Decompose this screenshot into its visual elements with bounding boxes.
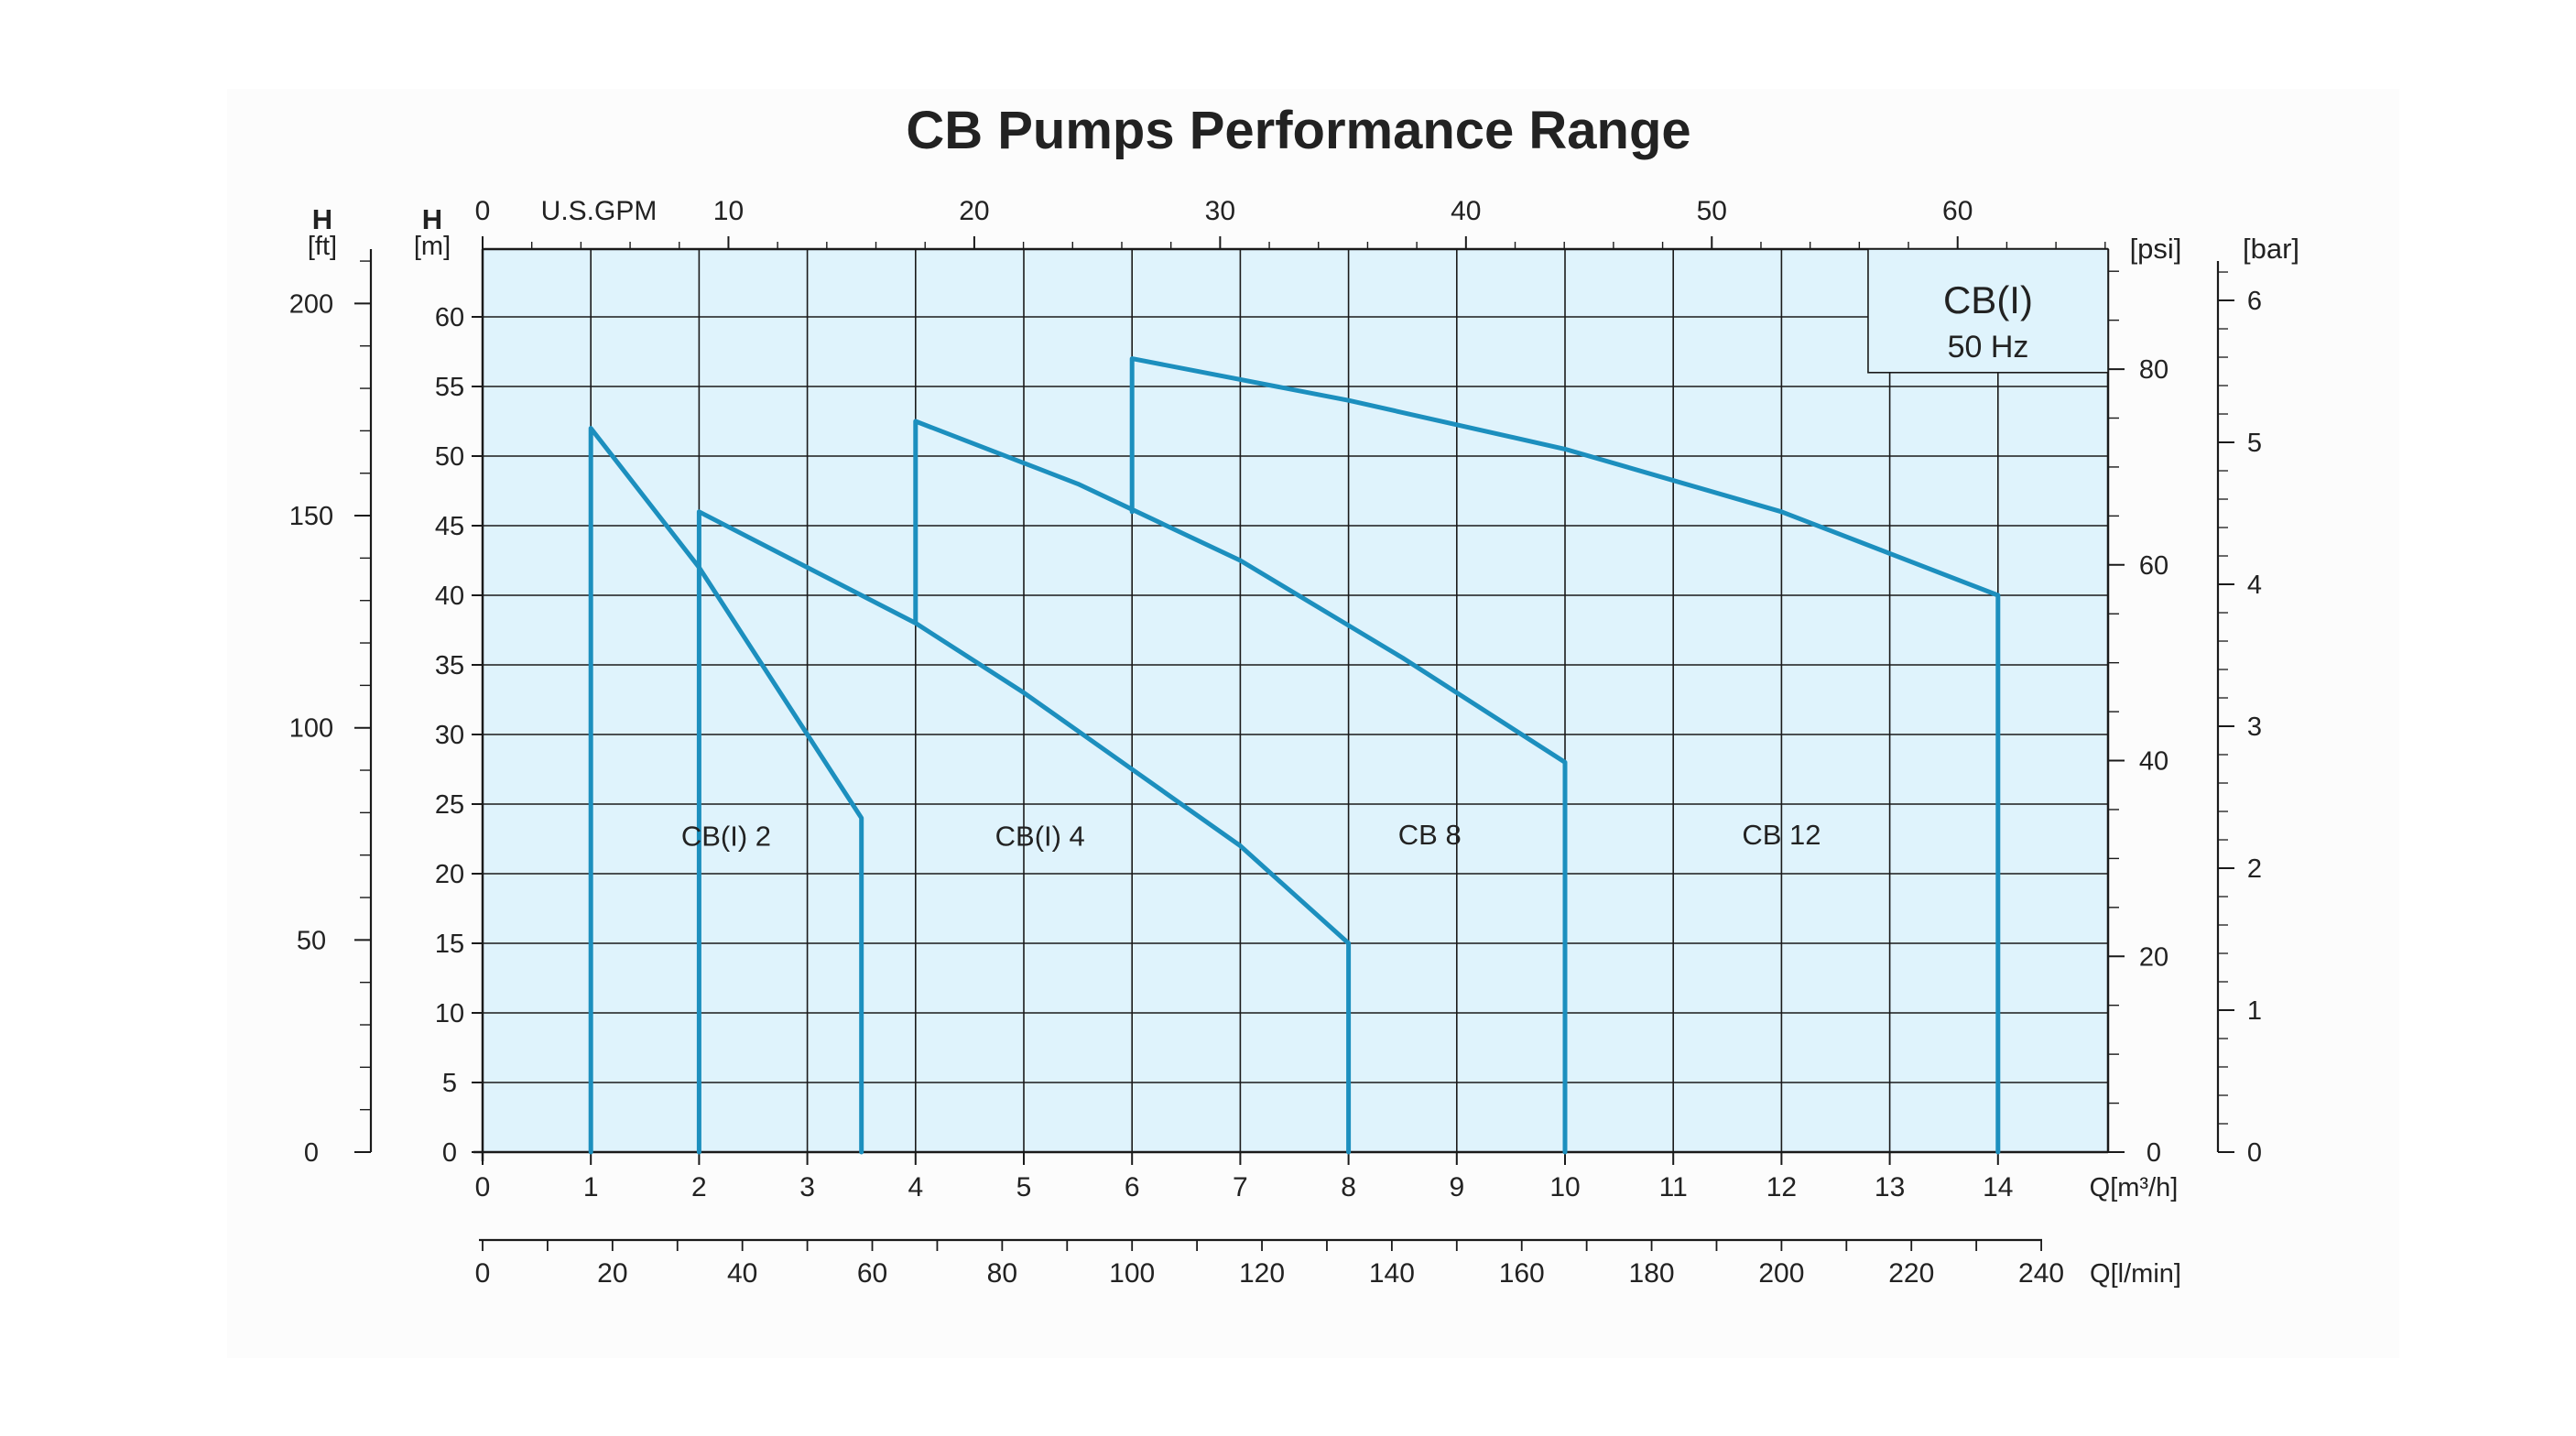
series-label: CB 8: [1398, 819, 1462, 851]
axis-label-psi: [psi]: [2130, 233, 2182, 265]
x-tick-label-gpm: 30: [1205, 196, 1235, 226]
axis-label-q-lmin: Q[l/min]: [2090, 1259, 2181, 1289]
chart-title: CB Pumps Performance Range: [906, 101, 1690, 160]
y-tick-label-bar: 6: [2247, 287, 2262, 316]
x-tick-label-m3h: 8: [1341, 1172, 1356, 1202]
y-tick-label-bar: 0: [2247, 1138, 2262, 1168]
series-label: CB(I) 4: [995, 821, 1085, 853]
y-tick-label-psi: 0: [2147, 1138, 2161, 1168]
legend-box: [1867, 248, 2109, 374]
x-tick-label-gpm: 60: [1942, 196, 1973, 226]
x-tick-label-m3h: 11: [1659, 1172, 1688, 1202]
y-tick-label-ft: 150: [289, 502, 333, 531]
axis-label-h-m: H: [422, 203, 442, 235]
y-tick-label-m: 30: [435, 721, 464, 750]
y-tick-label-bar: 4: [2247, 571, 2262, 600]
y-tick-label-bar: 2: [2247, 854, 2262, 884]
curve-cb-12: [1129, 356, 2001, 1155]
x-tick-label-m3h: 9: [1449, 1172, 1464, 1202]
x-tick-label-m3h: 10: [1549, 1172, 1580, 1202]
axis-label-bar: [bar]: [2243, 233, 2299, 265]
plot-background: [483, 249, 2108, 1152]
curve-cb-i-4: [696, 509, 1352, 1155]
x-tick-label-lmin: 220: [1888, 1258, 1934, 1289]
y-tick-label-m: 35: [435, 651, 464, 680]
y-tick-label-psi: 40: [2139, 747, 2168, 777]
x-tick-label-m3h: 5: [1016, 1172, 1032, 1202]
x-tick-label-gpm: 40: [1451, 196, 1481, 226]
x-tick-label-m3h: 14: [1983, 1172, 2013, 1202]
y-tick-label-psi: 80: [2139, 355, 2168, 385]
y-tick-label-ft: 0: [304, 1138, 319, 1168]
legend-box-title: CB(I): [1943, 278, 2033, 321]
y-tick-label-ft: 100: [289, 714, 333, 744]
y-tick-label-m: 15: [435, 930, 464, 959]
y-tick-label-ft: 50: [297, 926, 326, 955]
axis-unit-ft: [ft]: [308, 232, 337, 261]
y-tick-label-ft: 200: [289, 289, 333, 319]
x-tick-label-m3h: 3: [799, 1172, 815, 1202]
y-tick-label-m: 55: [435, 373, 464, 402]
x-tick-label-lmin: 100: [1109, 1258, 1155, 1289]
x-tick-label-m3h: 7: [1233, 1172, 1248, 1202]
y-tick-label-bar: 3: [2247, 713, 2262, 742]
y-tick-label-bar: 5: [2247, 429, 2262, 458]
x-tick-label-gpm: 10: [713, 196, 744, 226]
x-tick-label-m3h: 12: [1766, 1172, 1797, 1202]
x-tick-label-m3h: 4: [908, 1172, 923, 1202]
x-tick-label-lmin: 80: [987, 1258, 1017, 1289]
x-tick-label-lmin: 160: [1499, 1258, 1545, 1289]
x-tick-label-lmin: 60: [857, 1258, 887, 1289]
x-tick-label-m3h: 6: [1125, 1172, 1140, 1202]
y-tick-label-m: 45: [435, 512, 464, 541]
y-tick-label-m: 60: [435, 303, 464, 332]
series-label: CB(I) 2: [681, 821, 771, 853]
x-tick-label-lmin: 200: [1758, 1258, 1804, 1289]
y-tick-label-psi: 20: [2139, 942, 2168, 972]
axis-label-gpm: U.S.GPM: [541, 196, 658, 226]
y-tick-label-m: 50: [435, 442, 464, 472]
axis-label-q-m3h: Q[m³/h]: [2090, 1173, 2179, 1202]
x-tick-label-gpm: 20: [959, 196, 989, 226]
y-tick-label-m: 40: [435, 582, 464, 611]
x-tick-label-m3h: 1: [583, 1172, 599, 1202]
y-tick-label-m: 10: [435, 999, 464, 1028]
axis-label-h-ft: H: [312, 203, 332, 235]
x-tick-label-gpm: 50: [1697, 196, 1727, 226]
y-tick-label-bar: 1: [2247, 996, 2262, 1026]
x-tick-label-lmin: 20: [597, 1258, 627, 1289]
x-tick-label-lmin: 240: [2018, 1258, 2064, 1289]
y-tick-label-m: 20: [435, 860, 464, 889]
axis-unit-m: [m]: [414, 232, 451, 261]
x-tick-label-lmin: 40: [727, 1258, 757, 1289]
x-tick-label-m3h: 0: [475, 1172, 491, 1202]
x-tick-label-gpm: 0: [475, 196, 491, 226]
y-tick-label-m: 25: [435, 790, 464, 820]
y-tick-label-m: 0: [442, 1138, 457, 1168]
x-tick-label-lmin: 0: [475, 1258, 491, 1289]
y-tick-label-m: 5: [442, 1069, 457, 1098]
x-tick-label-lmin: 180: [1629, 1258, 1675, 1289]
legend-box-subtitle: 50 Hz: [1948, 330, 2029, 364]
curve-cb-8: [913, 419, 1568, 1155]
x-tick-label-lmin: 120: [1239, 1258, 1285, 1289]
curve-cb-i-2: [588, 426, 864, 1155]
x-tick-label-lmin: 140: [1369, 1258, 1415, 1289]
x-tick-label-m3h: 2: [691, 1172, 707, 1202]
x-tick-label-m3h: 13: [1875, 1172, 1905, 1202]
y-tick-label-psi: 60: [2139, 551, 2168, 581]
series-label: CB 12: [1742, 819, 1821, 851]
